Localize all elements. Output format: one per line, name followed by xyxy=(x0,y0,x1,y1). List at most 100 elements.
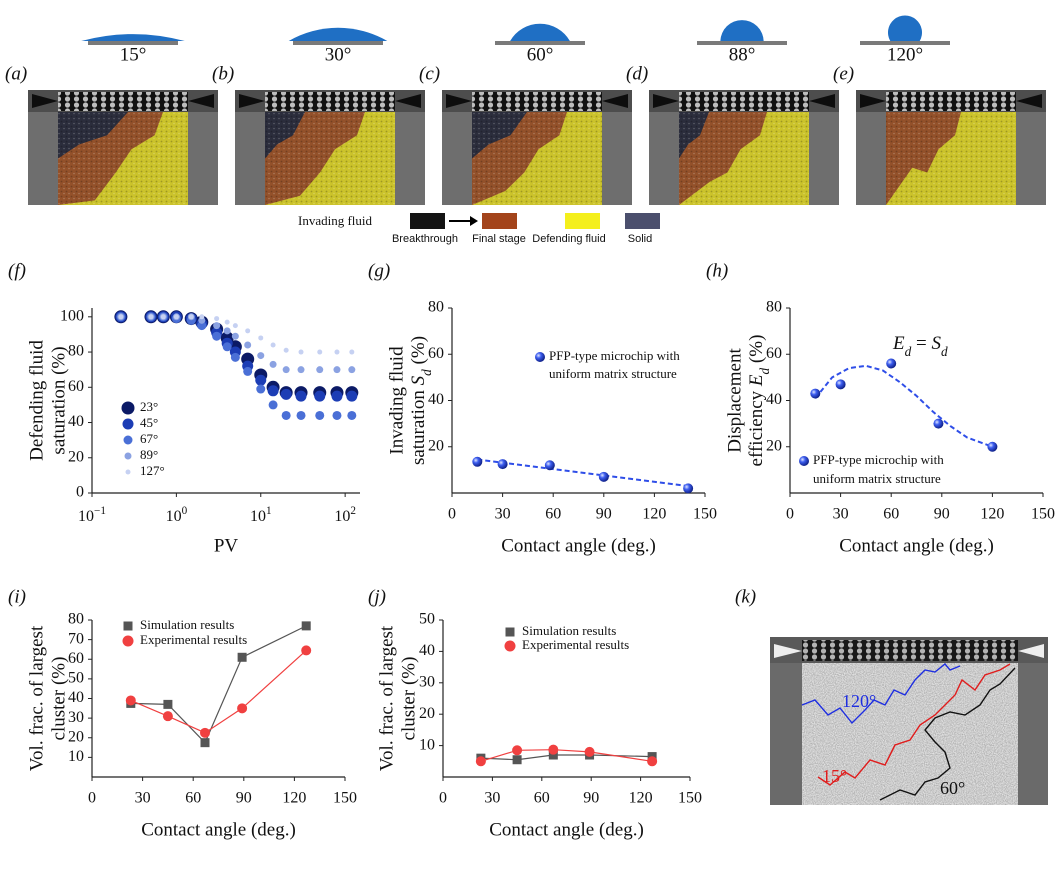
marker xyxy=(296,410,306,420)
marker xyxy=(230,352,240,362)
y-tick-label: 10 xyxy=(68,748,84,765)
marker xyxy=(333,366,341,374)
x-tick-label: 60 xyxy=(185,790,201,807)
series xyxy=(475,744,658,767)
legend-title: Invading fluid xyxy=(298,213,373,228)
legend-label: Simulation results xyxy=(522,623,616,638)
legend-label: 45° xyxy=(140,415,158,430)
legend-marker xyxy=(123,435,133,445)
inlet-beads xyxy=(679,92,809,111)
series xyxy=(118,314,355,355)
x-tick-label: 0 xyxy=(88,790,96,807)
y-axis-label: saturation (%) xyxy=(48,346,69,454)
fit-line xyxy=(477,458,689,488)
legend-label: Solid xyxy=(628,233,652,245)
x-tick-label: 90 xyxy=(596,506,612,523)
marker xyxy=(148,314,154,320)
marker xyxy=(223,327,231,335)
marker xyxy=(512,755,522,765)
marker xyxy=(297,366,305,374)
marker xyxy=(548,750,558,760)
legend-swatch xyxy=(565,213,600,229)
tick-base: 10 xyxy=(166,508,182,525)
marker xyxy=(224,319,230,325)
marker xyxy=(987,441,998,452)
marker xyxy=(268,400,278,410)
marker xyxy=(237,652,247,662)
y-axis-label: Defending fluid xyxy=(26,340,47,461)
legend-label: Defending fluid xyxy=(532,233,605,245)
legend-marker xyxy=(121,401,135,415)
x-tick-label: 120 xyxy=(980,506,1004,523)
x-axis-label: PV xyxy=(214,535,239,556)
texture xyxy=(679,112,809,205)
marker xyxy=(346,390,358,402)
marker xyxy=(243,366,253,376)
x-tick-label: 0 xyxy=(439,790,447,807)
x-axis-label: Contact angle (deg.) xyxy=(839,535,994,556)
marker xyxy=(314,390,326,402)
tick-exponent: 1 xyxy=(266,505,272,517)
panel-letter: (b) xyxy=(212,63,234,84)
inlet xyxy=(653,94,679,108)
marker xyxy=(199,314,205,320)
y-tick-label: 40 xyxy=(766,391,782,408)
marker xyxy=(213,322,221,330)
x-tick-label: 90 xyxy=(583,790,599,807)
tick-base: 10 xyxy=(334,508,350,525)
legend-swatch xyxy=(482,213,517,229)
x-tick-label: 120 xyxy=(642,506,666,523)
droplet xyxy=(288,27,388,41)
y-tick-label: 40 xyxy=(68,689,84,706)
outlet xyxy=(1016,94,1042,108)
legend-label: 23° xyxy=(140,399,158,414)
y-tick-label: 20 xyxy=(68,728,84,745)
texture xyxy=(265,112,395,205)
marker xyxy=(231,332,239,340)
outlet xyxy=(1018,644,1044,658)
panel-letter: (a) xyxy=(5,63,27,84)
angle-label: 15° xyxy=(120,44,147,65)
x-tick-label: 102 xyxy=(334,505,356,525)
marker xyxy=(197,321,207,331)
panel-letter: (h) xyxy=(706,260,728,281)
text-part: d xyxy=(757,367,772,374)
fit-line xyxy=(814,364,993,448)
displacement-front xyxy=(817,663,1011,786)
marker xyxy=(280,388,292,400)
outlet xyxy=(809,94,835,108)
marker xyxy=(281,410,291,420)
marker xyxy=(348,366,356,374)
marker xyxy=(315,410,325,420)
legend-swatch xyxy=(625,213,660,229)
text-part: saturation xyxy=(408,385,429,465)
y-axis-label: efficiency Ed (%) xyxy=(746,335,771,467)
x-tick-label: 30 xyxy=(484,790,500,807)
marker xyxy=(244,341,252,349)
inlet-beads xyxy=(886,92,1016,111)
y-tick-label: 50 xyxy=(68,670,84,687)
y-tick-label: 40 xyxy=(428,391,444,408)
droplet xyxy=(510,23,570,41)
marker xyxy=(683,483,694,494)
panel-letter: (g) xyxy=(368,260,390,281)
marker xyxy=(810,388,821,399)
y-tick-label: 80 xyxy=(68,343,84,360)
displacement-front xyxy=(801,663,961,725)
marker xyxy=(886,358,897,369)
marker xyxy=(173,314,179,320)
marker xyxy=(548,744,559,755)
y-tick-label: 60 xyxy=(68,650,84,667)
legend-marker xyxy=(125,469,131,475)
legend-label: PFP-type microchip with xyxy=(813,452,944,467)
inlet-beads xyxy=(58,92,188,111)
y-tick-label: 20 xyxy=(428,437,444,454)
legend-label: 67° xyxy=(140,431,158,446)
marker xyxy=(162,711,173,722)
x-tick-label: 100 xyxy=(166,505,188,525)
panel-letter: (k) xyxy=(735,586,756,607)
legend-label: Simulation results xyxy=(140,617,234,632)
legend-marker xyxy=(122,418,134,430)
